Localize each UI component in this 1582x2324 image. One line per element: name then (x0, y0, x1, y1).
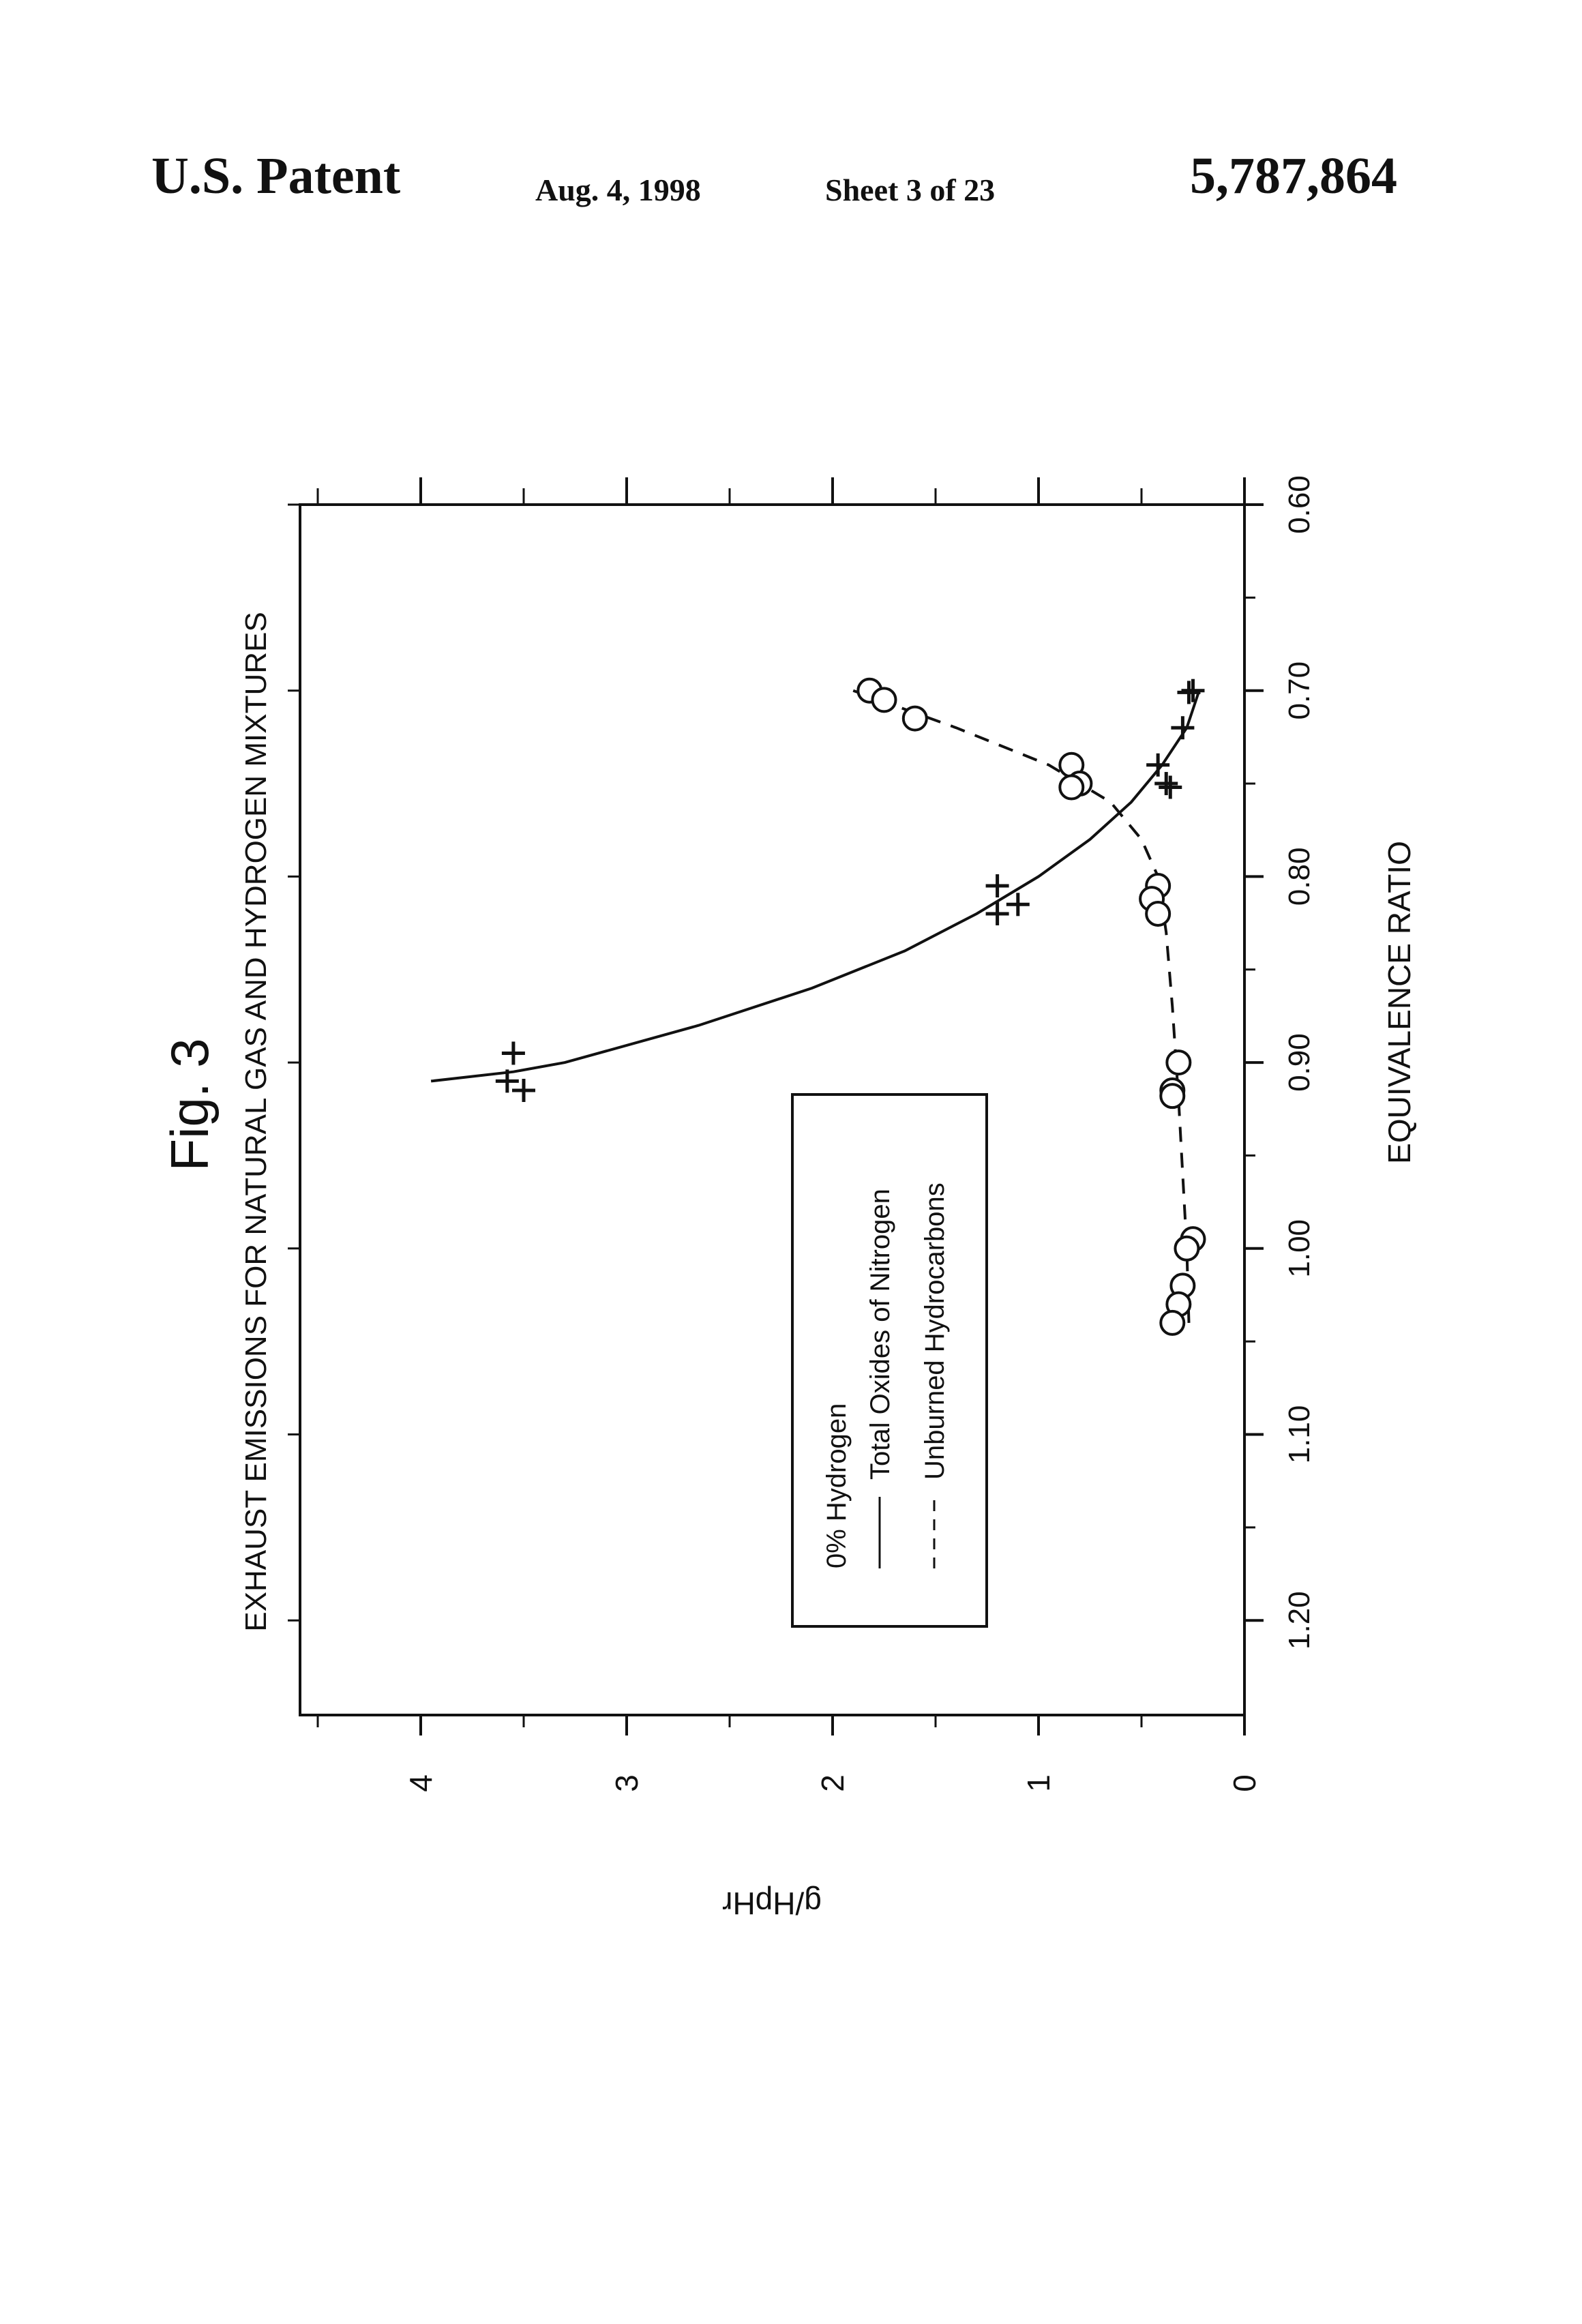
y-tick-label: 3 (609, 1774, 644, 1792)
y-tick-label: 1 (1021, 1774, 1056, 1792)
x-tick-label: 0.80 (1283, 848, 1316, 906)
legend-entry-hc: Unburned Hydrocarbons (920, 1182, 950, 1480)
nox-fit-line (431, 691, 1199, 1082)
legend-title: 0% Hydrogen (822, 1403, 852, 1568)
x-tick-label: 1.20 (1283, 1591, 1316, 1650)
hc-data-point (1060, 776, 1083, 799)
chart-title: EXHAUST EMISSIONS FOR NATURAL GAS AND HY… (239, 612, 273, 1631)
nox-data-point (1182, 679, 1205, 702)
x-axis-label: EQUIVALENCE RATIO (1382, 841, 1417, 1164)
nox-data-point (1159, 776, 1182, 799)
x-tick-label: 0.90 (1283, 1033, 1316, 1092)
x-tick-label: 1.10 (1283, 1405, 1316, 1464)
legend: 0% Hydrogen Total Oxides of Nitrogen Unb… (792, 1094, 987, 1626)
hc-data-point (1146, 902, 1169, 925)
hc-data-point (873, 688, 896, 711)
hc-data-point (1175, 1237, 1198, 1260)
x-tick-label: 1.00 (1283, 1219, 1316, 1278)
y-tick-label: 0 (1227, 1774, 1262, 1792)
nox-data-point (502, 1041, 525, 1064)
x-tick-label: 0.60 (1283, 475, 1316, 534)
nox-data-point (1006, 893, 1030, 916)
y-tick-label: 2 (815, 1774, 850, 1792)
y-tick-label: 4 (403, 1774, 438, 1792)
hc-data-point (1161, 1311, 1184, 1335)
hc-data-point (1161, 1084, 1184, 1107)
hc-data-point (904, 707, 927, 730)
plot-frame (300, 505, 1244, 1715)
y-axis-label: g/HpHr (722, 1886, 822, 1921)
hc-data-point (1167, 1051, 1190, 1074)
legend-entry-nox: Total Oxides of Nitrogen (865, 1189, 895, 1480)
x-tick-label: 0.70 (1283, 661, 1316, 720)
figure-label: Fig. 3 (160, 1038, 220, 1171)
nox-data-point (986, 874, 1009, 897)
